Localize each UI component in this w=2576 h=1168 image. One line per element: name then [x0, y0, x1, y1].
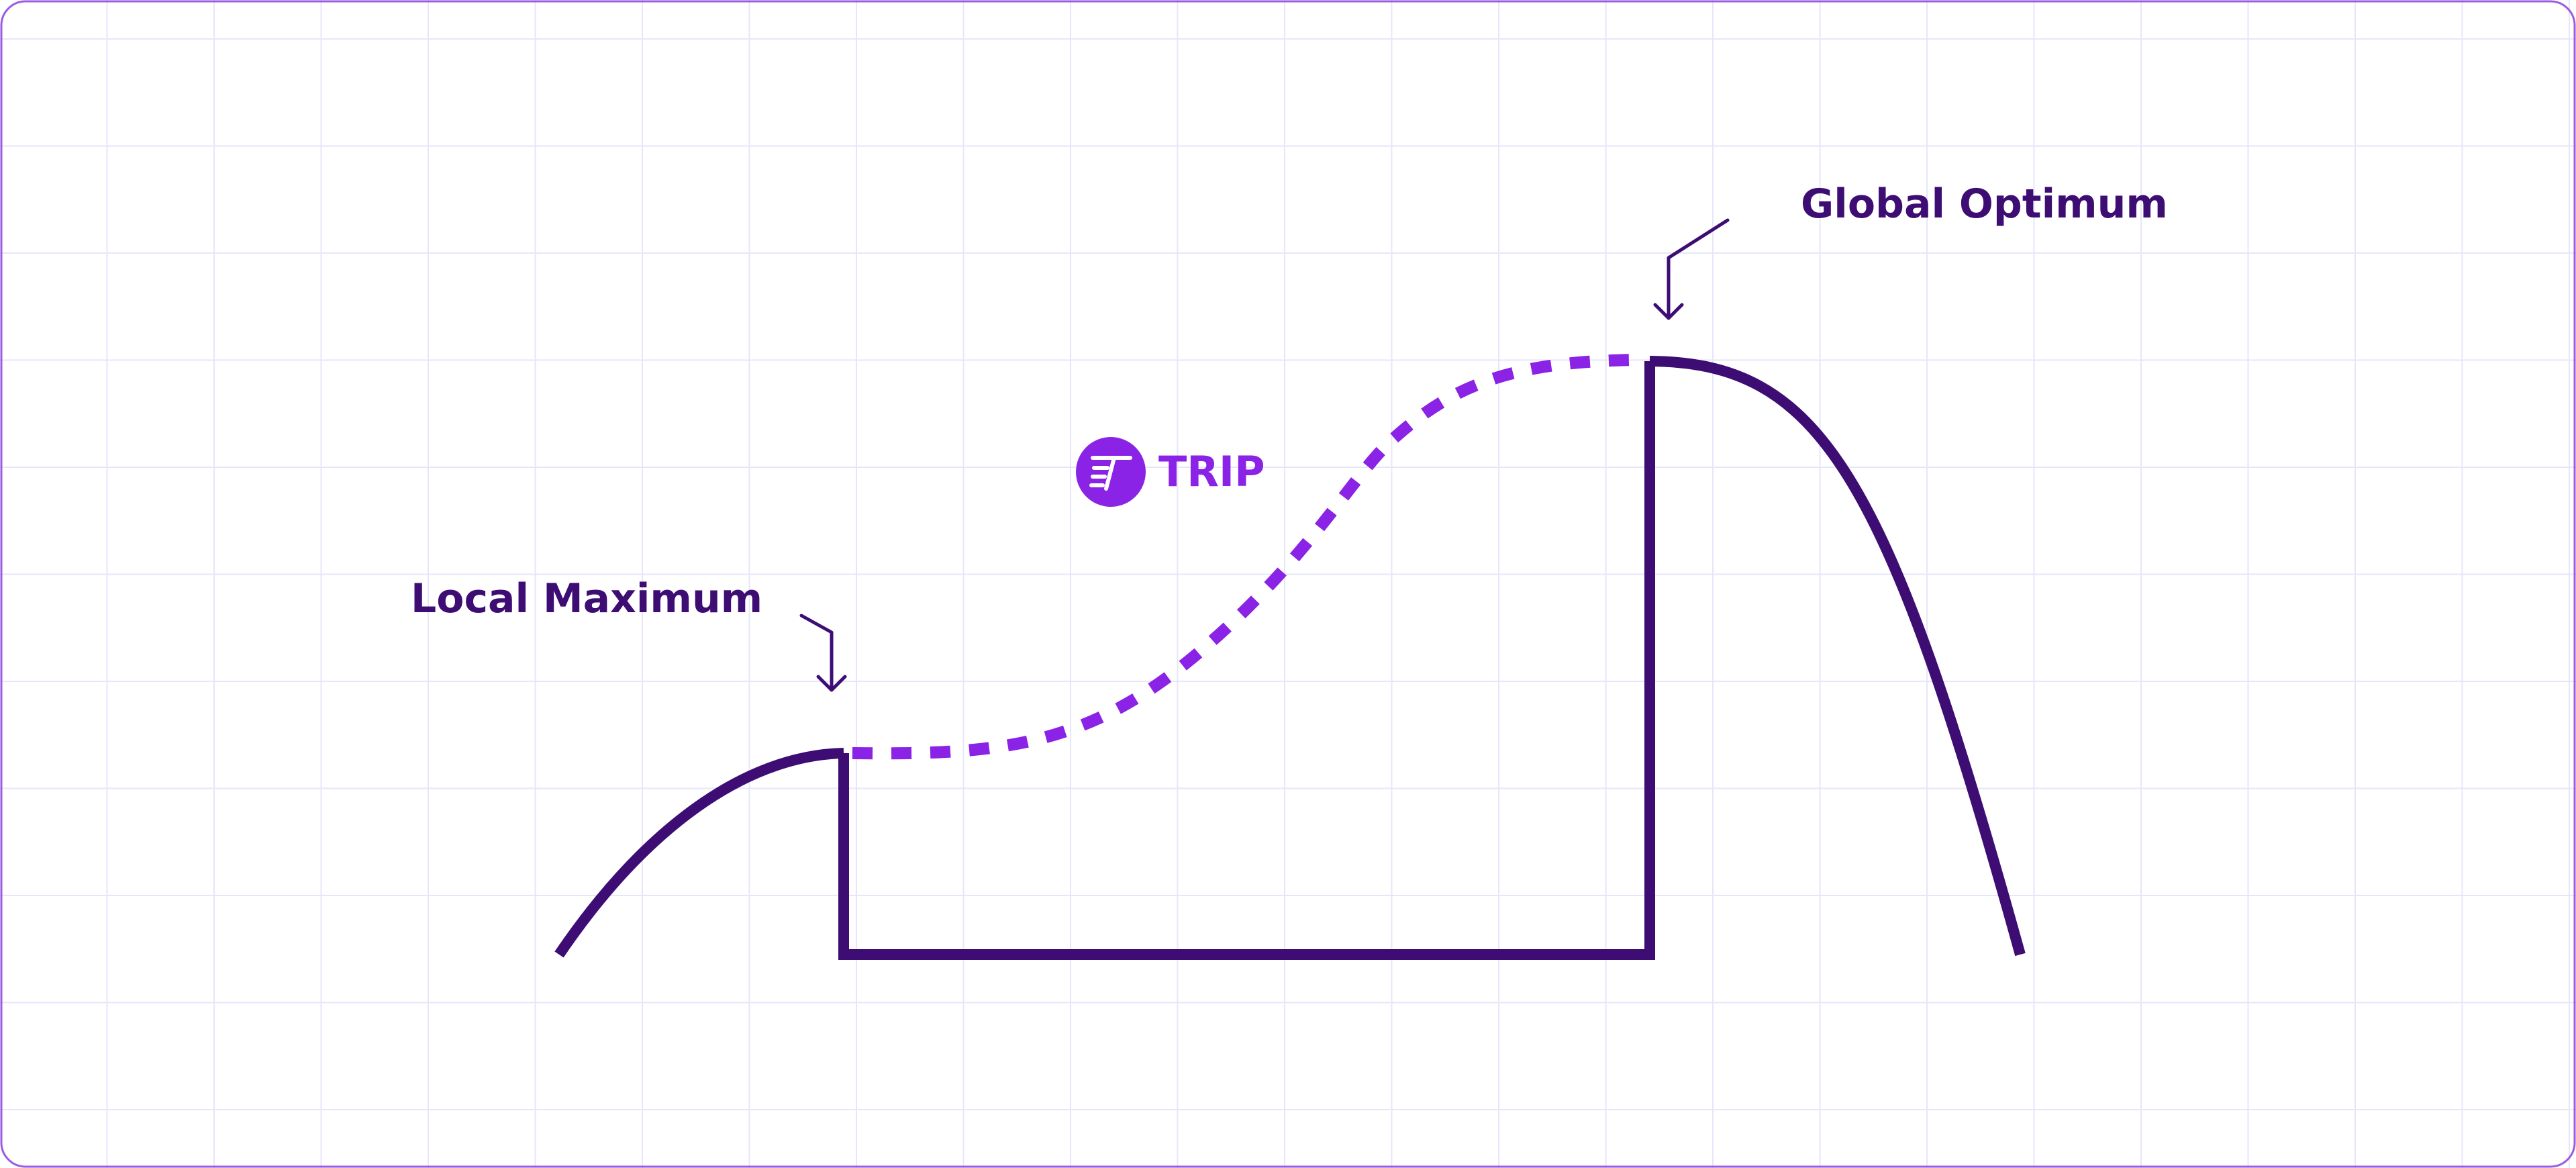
arrow-down-icon [799, 614, 847, 692]
trip-shortcut-path [852, 354, 1640, 760]
valley-path [838, 361, 1655, 960]
local-maximum-curve [554, 748, 844, 958]
arrow-down-icon [1653, 218, 1730, 320]
global-optimum-label: Global Optimum [1801, 181, 2168, 228]
trip-logo-icon [1076, 437, 1146, 507]
global-optimum-curve [1649, 356, 2026, 957]
local-maximum-label: Local Maximum [411, 575, 762, 622]
trip-brand-label: TRIP [1158, 447, 1265, 496]
